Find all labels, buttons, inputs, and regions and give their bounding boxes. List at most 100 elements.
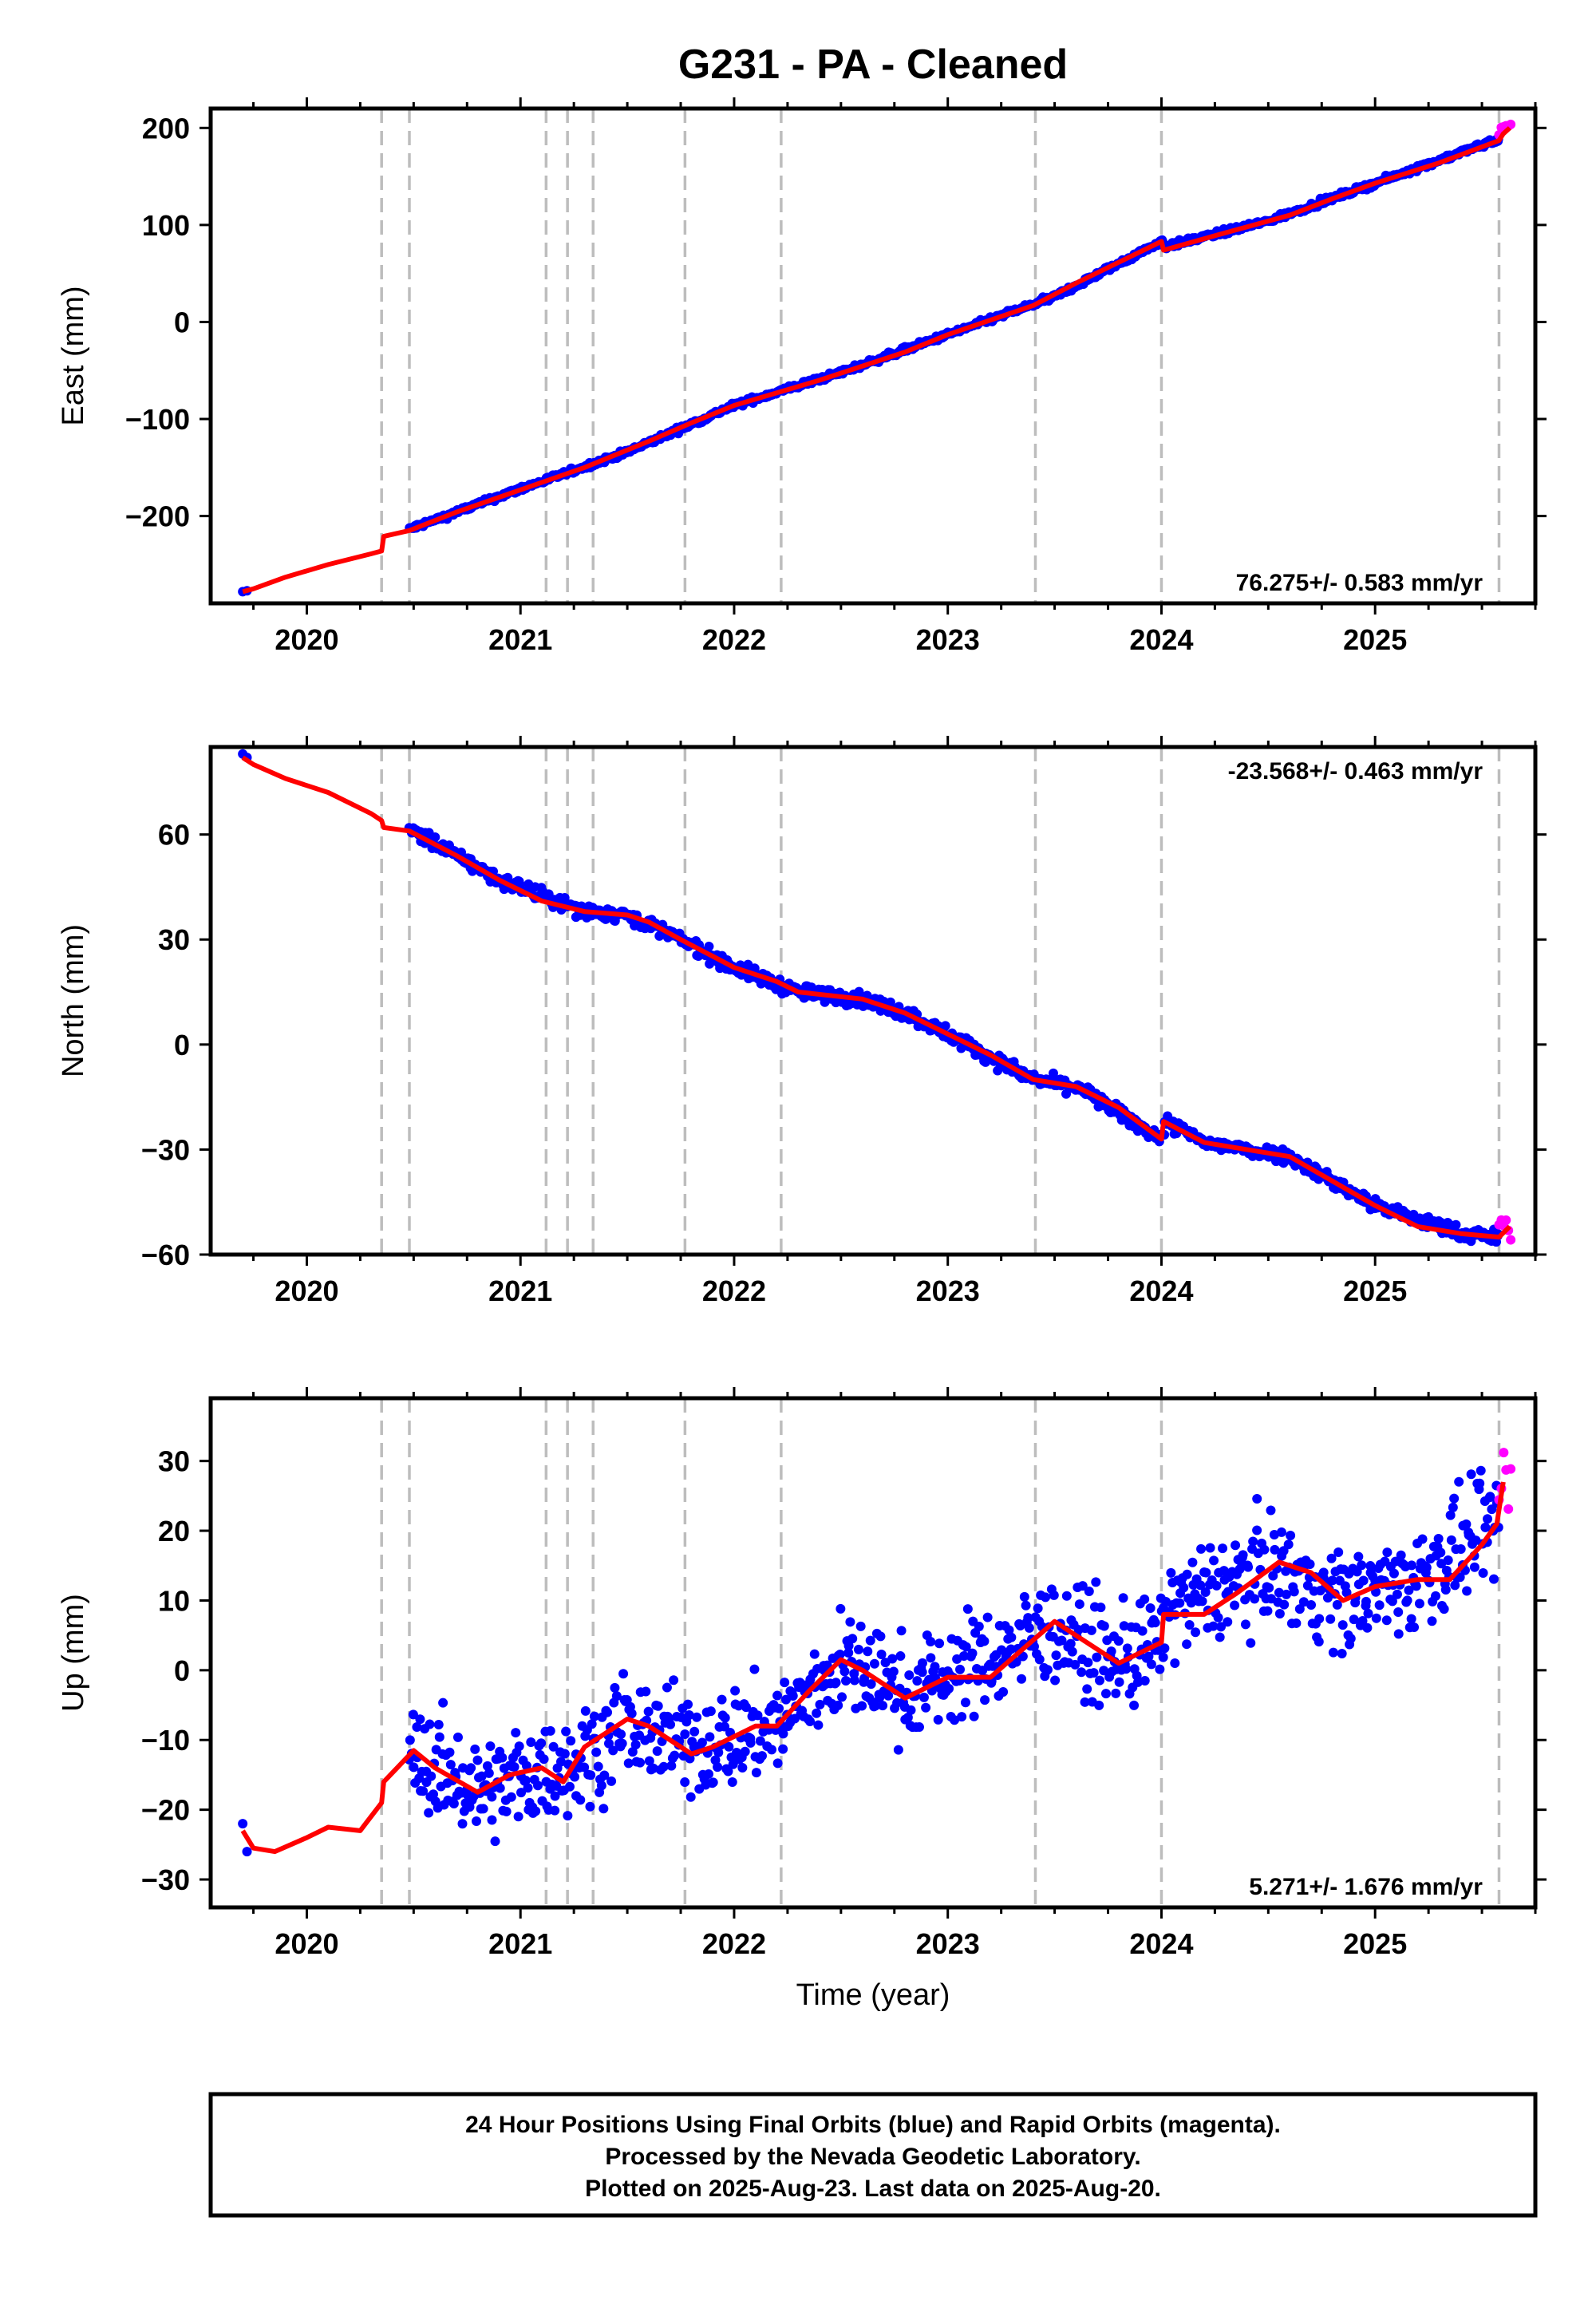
up-final-point-606 xyxy=(1113,1636,1124,1646)
up-final-point-634 xyxy=(1146,1659,1156,1670)
up-final-point-558 xyxy=(1057,1635,1067,1646)
up-final-point-787 xyxy=(1325,1614,1336,1624)
up-final-point-638 xyxy=(1150,1618,1160,1628)
up-final-point-377 xyxy=(845,1617,855,1627)
up-final-point-160 xyxy=(591,1747,602,1757)
east-ytick-label: 0 xyxy=(174,306,190,338)
up-final-point-29 xyxy=(438,1697,448,1708)
up-final-point-690 xyxy=(1211,1580,1222,1591)
up-final-point-672 xyxy=(1191,1627,1201,1638)
up-final-point-820 xyxy=(1363,1608,1373,1618)
up-final-point-842 xyxy=(1389,1568,1399,1579)
up-final-point-840 xyxy=(1387,1596,1397,1607)
up-final-point-135 xyxy=(563,1811,573,1821)
up-final-point-890 xyxy=(1445,1510,1456,1520)
up-final-point-888 xyxy=(1443,1555,1453,1566)
up-final-point-297 xyxy=(751,1768,761,1778)
up-final-point-790 xyxy=(1328,1647,1338,1658)
up-final-point-827 xyxy=(1371,1613,1381,1623)
up-final-point-386 xyxy=(855,1621,866,1631)
up-final-point-870 xyxy=(1421,1563,1432,1573)
up-final-point-562 xyxy=(1061,1591,1072,1601)
up-final-point-740 xyxy=(1270,1544,1280,1555)
up-final-point-57 xyxy=(472,1816,482,1827)
up-final-point-788 xyxy=(1326,1553,1337,1563)
up-final-point-67 xyxy=(482,1761,492,1771)
up-final-point-471 xyxy=(955,1664,966,1674)
up-final-point-348 xyxy=(812,1708,822,1718)
up-final-point-633 xyxy=(1145,1603,1156,1614)
up-final-point-366 xyxy=(833,1700,843,1710)
up-final-point-6 xyxy=(412,1721,422,1732)
up-final-point-573 xyxy=(1074,1599,1084,1610)
up-final-point-886 xyxy=(1440,1584,1451,1595)
footer-frame xyxy=(208,2092,1538,2218)
up-final-point-669 xyxy=(1187,1557,1198,1567)
up-final-point-427 xyxy=(904,1670,915,1680)
up-final-point-579 xyxy=(1082,1684,1092,1694)
up-final-point-300 xyxy=(755,1736,765,1746)
up-final-point-260 xyxy=(708,1777,718,1788)
up-final-point-256 xyxy=(703,1769,713,1779)
up-final-point-713 xyxy=(1238,1550,1248,1560)
up-final-point-365 xyxy=(831,1678,841,1688)
up-final-point-487 xyxy=(974,1621,984,1631)
north-final-point-458 xyxy=(940,1021,950,1031)
north-final-point-256 xyxy=(704,941,714,951)
up-final-point-395 xyxy=(866,1679,876,1690)
north-final-point-561 xyxy=(1061,1089,1072,1099)
north-rapid-point-3 xyxy=(1501,1215,1511,1225)
up-final-point-25 xyxy=(433,1720,444,1730)
up-final-point-768 xyxy=(1302,1580,1313,1591)
up-final-point-904 xyxy=(1462,1586,1472,1596)
up-final-point-212 xyxy=(652,1746,662,1757)
up-final-point-167 xyxy=(599,1770,610,1780)
up-final-point-134 xyxy=(561,1726,571,1737)
north-ytick-label: 30 xyxy=(158,923,190,956)
east-ylabel: East (mm) xyxy=(57,286,90,425)
up-final-point-69 xyxy=(485,1741,496,1751)
up-final-point-581 xyxy=(1084,1586,1094,1596)
up-final-point-829 xyxy=(1374,1600,1385,1611)
up-ytick-label: −20 xyxy=(141,1794,190,1827)
up-final-point-288 xyxy=(741,1702,751,1713)
up-final-point-370 xyxy=(837,1692,847,1702)
up-final-point-346 xyxy=(809,1649,820,1659)
up-final-point-235 xyxy=(680,1777,690,1788)
up-final-point-438 xyxy=(917,1667,927,1678)
up-final-point-276 xyxy=(727,1777,737,1787)
up-final-point-654 xyxy=(1170,1658,1180,1668)
up-final-point-96 xyxy=(516,1788,527,1798)
up-final-point-298 xyxy=(753,1710,763,1721)
up-final-point-381 xyxy=(849,1675,859,1686)
east-xtick-label: 2024 xyxy=(1129,623,1193,656)
up-final-point-687 xyxy=(1208,1621,1219,1631)
north-ytick-label: 60 xyxy=(158,819,190,852)
up-rapid-point-2 xyxy=(1499,1448,1509,1458)
up-final-point-771 xyxy=(1306,1599,1317,1610)
up-final-point-292 xyxy=(745,1737,756,1748)
up-final-point-474 xyxy=(958,1651,969,1662)
north-ytick-label: −60 xyxy=(141,1239,190,1271)
up-final-point-844 xyxy=(1392,1589,1402,1599)
up-final-point-414 xyxy=(888,1666,899,1677)
up-final-point-389 xyxy=(859,1674,870,1684)
up-final-point-739 xyxy=(1269,1530,1279,1540)
up-final-point-680 xyxy=(1200,1587,1211,1598)
up-final-point-350 xyxy=(813,1720,824,1730)
up-final-point-898 xyxy=(1455,1572,1465,1583)
up-final-point-403 xyxy=(875,1631,886,1642)
up-final-point-250 xyxy=(697,1737,707,1748)
up-final-point-794 xyxy=(1333,1547,1344,1557)
up-final-point-918 xyxy=(1478,1568,1488,1579)
up-final-point-320 xyxy=(778,1729,788,1739)
up-final-point-819 xyxy=(1362,1622,1373,1633)
up-final-point-859 xyxy=(1409,1622,1420,1632)
up-final-point-646 xyxy=(1159,1643,1170,1654)
up-final-point-685 xyxy=(1205,1543,1215,1553)
north-ylabel: North (mm) xyxy=(57,924,90,1077)
up-final-point-295 xyxy=(749,1664,760,1674)
up-final-point-628 xyxy=(1140,1594,1150,1604)
up-final-point-551 xyxy=(1049,1590,1059,1600)
up-final-point-818 xyxy=(1361,1596,1371,1607)
